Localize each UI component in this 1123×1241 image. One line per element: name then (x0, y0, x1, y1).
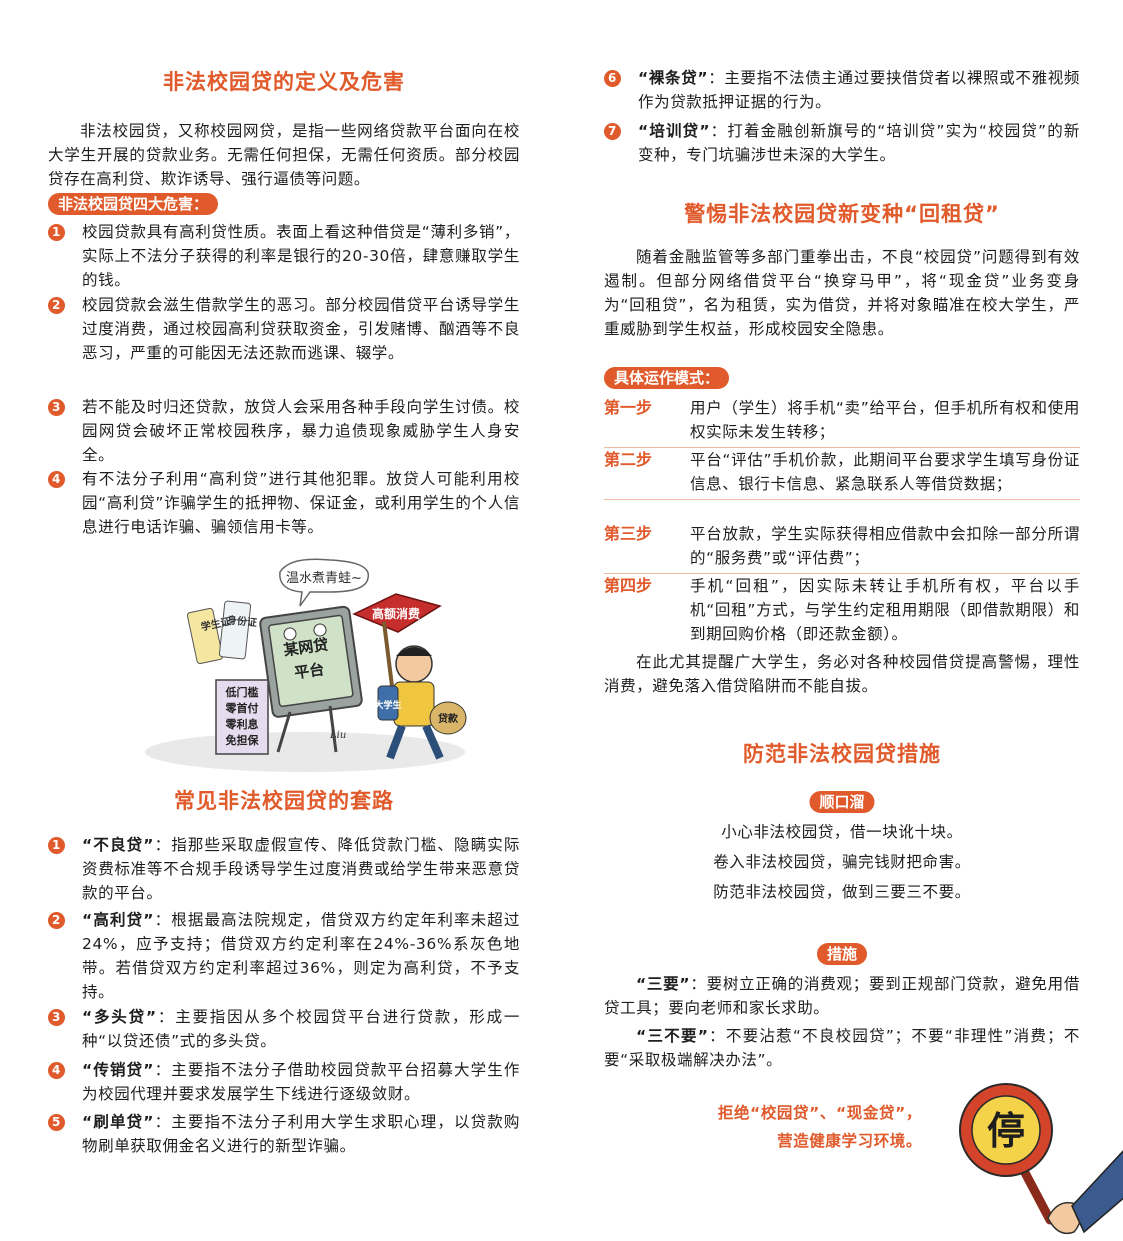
step-row: 第四步 手机“回租”，因实际未转让手机所有权，平台以手机“回租”方式，与学生约定租… (604, 574, 1080, 649)
trick-item: 5 “刷单贷”：主要指不法分子利用大学生求职心理，以贷款购物刷单获取佣金名义进行的… (48, 1110, 520, 1158)
screen-text-2: 平台 (293, 660, 325, 682)
monitor-platform: 某网贷 平台 (259, 605, 363, 753)
rhyme-line: 卷入非法校园贷，骗完钱财把命害。 (713, 853, 971, 871)
board-line: 零利息 (225, 717, 259, 731)
number-badge: 1 (48, 224, 65, 241)
board-line: 零首付 (225, 701, 259, 715)
speech-bubble: 温水煮青蛙~ (279, 558, 370, 607)
step-text: 平台“评估”手机价款，此期间平台要求学生填写身份证信息、银行卡信息、紧急联系人等… (690, 451, 1080, 493)
step-label: 第二步 (604, 450, 653, 469)
trick-text: ：根据最高法院规定，借贷双方约定年利率未超过24%，应予支持；借贷双方约定利率在… (82, 911, 521, 1001)
trick-item: 1 “不良贷”：指那些采取虚假宣传、降低贷款门槛、隐瞒实际资费标准等不合规手段诱导… (48, 833, 520, 905)
harm-item: 2 校园贷款会滋生借款学生的恶习。部分校园借贷平台诱导学生过度消费，通过校园高利贷… (48, 293, 520, 365)
trick-term: “高利贷” (82, 911, 155, 929)
slogan-line: 拒绝“校园贷”、“现金贷”， (717, 1104, 922, 1122)
rhyme-line: 防范非法校园贷，做到三要三不要。 (713, 883, 971, 901)
tricks-title: 常见非法校园贷的套路 (174, 789, 394, 813)
measures-label: 措施 (816, 943, 868, 965)
harm-text: 校园贷款会滋生借款学生的恶习。部分校园借贷平台诱导学生过度消费，通过校园高利贷获… (82, 296, 520, 362)
stop-sign-illustration: 停 (959, 1083, 1123, 1235)
number-badge: 4 (48, 1062, 65, 1079)
reminder-paragraph: 在此尤其提醒广大学生，务必对各种校园借贷提高警惕，理性消费，避免落入借贷陷阱而不… (604, 653, 1080, 695)
trick-item: 2 “高利贷”：根据最高法院规定，借贷双方约定年利率未超过24%，应予支持；借贷双… (48, 908, 520, 1004)
board-line: 免担保 (226, 733, 260, 747)
step-label: 第四步 (604, 576, 653, 595)
definition-paragraph: 非法校园贷，又称校园网贷，是指一些网络贷款平台面向在校大学生开展的贷款业务。无需… (48, 122, 520, 188)
trick-item: 4 “传销贷”：主要指不法分子借助校园贷款平台招募大学生作为校园代理并要求发展学生… (48, 1058, 520, 1106)
rent-loan-paragraph: 随着金融监管等多部门重拳出击，不良“校园贷”问题得到有效遏制。但部分网络借贷平台… (604, 248, 1080, 338)
step-text: 用户（学生）将手机“卖”给平台，但手机所有权和使用权实际未发生转移； (690, 399, 1080, 441)
promo-board: 低门槛 零首付 零利息 免担保 (215, 679, 269, 755)
step-label: 第一步 (604, 398, 653, 417)
number-badge: 3 (48, 399, 65, 416)
prevention-title: 防范非法校园贷措施 (743, 742, 941, 766)
trick-item: 6 “裸条贷”：主要指不法债主通过要挟借贷者以裸照或不雅视频作为贷款抵押证据的行为… (604, 66, 1080, 114)
number-badge: 4 (48, 471, 65, 488)
trick-term: “多头贷” (82, 1008, 157, 1026)
operation-mode-label: 具体运作模式： (604, 367, 730, 389)
backpack-text: 大学生 (374, 699, 401, 711)
board-line: 低门槛 (225, 685, 259, 699)
trick-text: ：主要指不法分子借助校园贷款平台招募大学生作为校园代理并要求发展学生下线进行逐级… (82, 1061, 521, 1103)
number-badge: 5 (48, 1114, 65, 1131)
measure-text: ：要树立正确的消费观；要到正规部门贷款，避免用借贷工具；要向老师和家长求助。 (604, 975, 1080, 1017)
measure-paragraph: “三不要”：不要沾惹“不良校园贷”；不要“非理性”消费；不要“采取极端解决办法”… (604, 1024, 1080, 1072)
definition-title: 非法校园贷的定义及危害 (163, 70, 405, 94)
harms-label: 非法校园贷四大危害： (48, 193, 219, 215)
slogan-line: 营造健康学习环境。 (777, 1132, 922, 1150)
campus-loan-cartoon: 温水煮青蛙~ 某网贷 平台 学生证 身份证 低门槛 零首付 零利息 免担保 (145, 558, 467, 772)
sign-text: 高额消费 (372, 606, 420, 621)
trick-text: ：打着金融创新旗号的“培训贷”实为“校园贷”的新变种，专门坑骗涉世未深的大学生。 (638, 122, 1080, 164)
trick-term: “刷单贷” (82, 1113, 155, 1131)
number-badge: 3 (48, 1009, 65, 1026)
step-text: 平台放款，学生实际获得相应借款中会扣除一部分所谓的“服务费”或“评估费”； (690, 525, 1080, 567)
money-bag-text: 贷款 (437, 712, 459, 725)
card-id: 身份证 (226, 613, 257, 629)
step-row: 第三步 平台放款，学生实际获得相应借款中会扣除一部分所谓的“服务费”或“评估费”； (604, 522, 1080, 574)
trick-item: 7 “培训贷”：打着金融创新旗号的“培训贷”实为“校园贷”的新变种，专门坑骗涉世未… (604, 119, 1080, 167)
number-badge: 2 (48, 912, 65, 929)
step-row: 第一步 用户（学生）将手机“卖”给平台，但手机所有权和使用权实际未发生转移； (604, 396, 1080, 448)
number-badge: 7 (604, 123, 621, 140)
measure-text: ：不要沾惹“不良校园贷”；不要“非理性”消费；不要“采取极端解决办法”。 (604, 1027, 1080, 1069)
harm-text: 校园贷款具有高利贷性质。表面上看这种借贷是“薄利多销”，实际上不法分子获得的利率… (82, 223, 520, 289)
rhyme-label: 顺口溜 (809, 791, 875, 813)
trick-term: “不良贷” (82, 836, 155, 854)
measure-term: “三不要” (636, 1027, 709, 1045)
trick-text: ：主要指因从多个校园贷平台进行贷款，形成一种“以贷还债”式的多头贷。 (82, 1008, 521, 1050)
trick-text: ：指那些采取虚假宣传、降低贷款门槛、隐瞒实际资费标准等不合规手段诱导学生过度消费… (82, 836, 521, 902)
harm-text: 若不能及时归还贷款，放贷人会采用各种手段向学生讨债。校园网贷会破坏正常校园秩序，… (82, 398, 520, 464)
harm-text: 有不法分子利用“高利贷”进行其他犯罪。放贷人可能利用校园“高利贷”诈骗学生的抵押… (82, 470, 520, 536)
rent-loan-title: 警惕非法校园贷新变种“回租贷” (684, 202, 1000, 226)
measure-paragraph: “三要”：要树立正确的消费观；要到正规部门贷款，避免用借贷工具；要向老师和家长求… (604, 972, 1080, 1020)
harm-item: 1 校园贷款具有高利贷性质。表面上看这种借贷是“薄利多销”，实际上不法分子获得的利… (48, 220, 520, 292)
step-row: 第二步 平台“评估”手机价款，此期间平台要求学生填写身份证信息、银行卡信息、紧急联… (604, 448, 1080, 500)
trick-term: “传销贷” (82, 1061, 155, 1079)
number-badge: 1 (48, 837, 65, 854)
artist-signature: Liu (329, 730, 346, 741)
number-badge: 2 (48, 297, 65, 314)
student-figure: 大学生 贷款 (374, 645, 467, 760)
harm-item: 4 有不法分子利用“高利贷”进行其他犯罪。放贷人可能利用校园“高利贷”诈骗学生的抵… (48, 467, 520, 539)
measure-term: “三要” (636, 975, 691, 993)
trick-term: “裸条贷” (638, 69, 709, 87)
slogan: 拒绝“校园贷”、“现金贷”， 营造健康学习环境。 (604, 1099, 922, 1155)
step-label: 第三步 (604, 524, 653, 543)
rhyme-line: 小心非法校园贷，借一块讹十块。 (721, 823, 963, 841)
harm-item: 3 若不能及时归还贷款，放贷人会采用各种手段向学生讨债。校园网贷会破坏正常校园秩序… (48, 395, 520, 467)
trick-text: ：主要指不法分子利用大学生求职心理，以贷款购物刷单获取佣金名义进行的新型诈骗。 (82, 1113, 521, 1155)
step-text: 手机“回租”，因实际未转让手机所有权，平台以手机“回租”方式，与学生约定租用期限… (690, 577, 1080, 643)
trick-text: ：主要指不法债主通过要挟借贷者以裸照或不雅视频作为贷款抵押证据的行为。 (638, 69, 1081, 111)
number-badge: 6 (604, 70, 621, 87)
stop-character: 停 (987, 1109, 1025, 1153)
bubble-text: 温水煮青蛙~ (286, 571, 362, 586)
trick-term: “培训贷” (638, 122, 711, 140)
student-cards: 学生证 身份证 (186, 600, 258, 665)
trick-item: 3 “多头贷”：主要指因从多个校园贷平台进行贷款，形成一种“以贷还债”式的多头贷。 (48, 1005, 520, 1053)
